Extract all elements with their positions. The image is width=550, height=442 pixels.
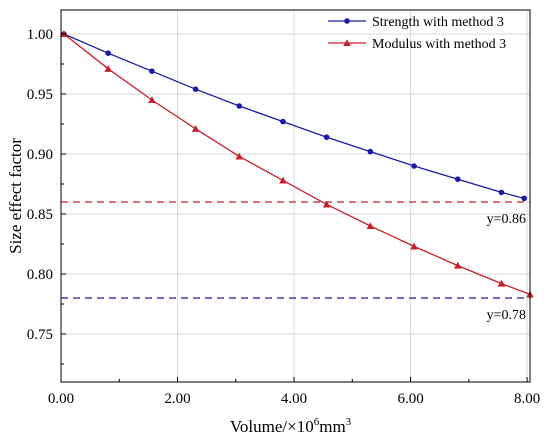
axis-ticks: 0.75 0.80 0.85 0.90 0.95 1.00 0.00 2.00 4.00 6.00…	[27, 27, 540, 407]
data-point	[191, 125, 200, 132]
data-point	[235, 152, 244, 160]
x-tick-label: 4.00	[281, 391, 307, 407]
data-point	[366, 222, 375, 230]
data-point	[322, 200, 331, 208]
y-axis-title: Size effect factor	[6, 138, 25, 254]
y-tick-label: 1.00	[27, 27, 53, 43]
legend: Strength with method 3 Modulus with metho…	[328, 15, 506, 52]
reference-lines: y=0.86 y=0.78	[61, 201, 530, 323]
x-tick-label: 6.00	[397, 391, 423, 407]
data-point	[280, 118, 286, 125]
reference-line-label: y=0.78	[487, 308, 526, 323]
series-line	[63, 33, 525, 200]
y-tick-label: 0.80	[27, 267, 53, 283]
grid	[61, 10, 530, 382]
y-tick-label: 0.90	[27, 147, 53, 163]
legend-swatch-marker	[344, 18, 350, 24]
data-point	[192, 86, 199, 92]
data-point	[236, 103, 243, 109]
data-point	[410, 242, 418, 250]
y-tick-label: 0.85	[27, 207, 53, 223]
data-point	[323, 134, 330, 140]
data-point	[279, 176, 287, 184]
data-point	[521, 195, 527, 202]
data-point	[453, 261, 462, 269]
data-point	[149, 68, 155, 74]
x-axis-title: Volume/×106mm3	[230, 416, 352, 436]
y-tick-label: 0.95	[27, 87, 53, 103]
plot-frame	[60, 9, 531, 383]
data-point	[104, 65, 112, 72]
x-axis-title-exp2: 3	[346, 416, 352, 428]
x-axis-title-suffix: mm	[319, 417, 345, 436]
data-point	[497, 279, 506, 287]
x-tick-label: 2.00	[164, 391, 190, 407]
data-point	[367, 148, 374, 155]
x-axis-title-prefix: Volume/×10	[230, 417, 314, 436]
legend-swatch-marker	[343, 39, 351, 47]
x-tick-label: 0.00	[48, 391, 74, 407]
data-point	[148, 96, 156, 104]
y-tick-label: 0.75	[27, 327, 53, 343]
data-point	[454, 176, 461, 182]
series-layer	[60, 30, 534, 298]
legend-label: Modulus with method 3	[372, 37, 506, 52]
data-point	[105, 50, 111, 56]
reference-line-label: y=0.86	[487, 212, 526, 227]
series-line	[63, 33, 531, 296]
x-tick-label: 8.00	[514, 391, 540, 407]
x-axis-title-exp: 6	[314, 416, 320, 428]
data-point	[498, 189, 505, 196]
legend-label: Strength with method 3	[372, 15, 504, 30]
data-point	[411, 163, 417, 169]
